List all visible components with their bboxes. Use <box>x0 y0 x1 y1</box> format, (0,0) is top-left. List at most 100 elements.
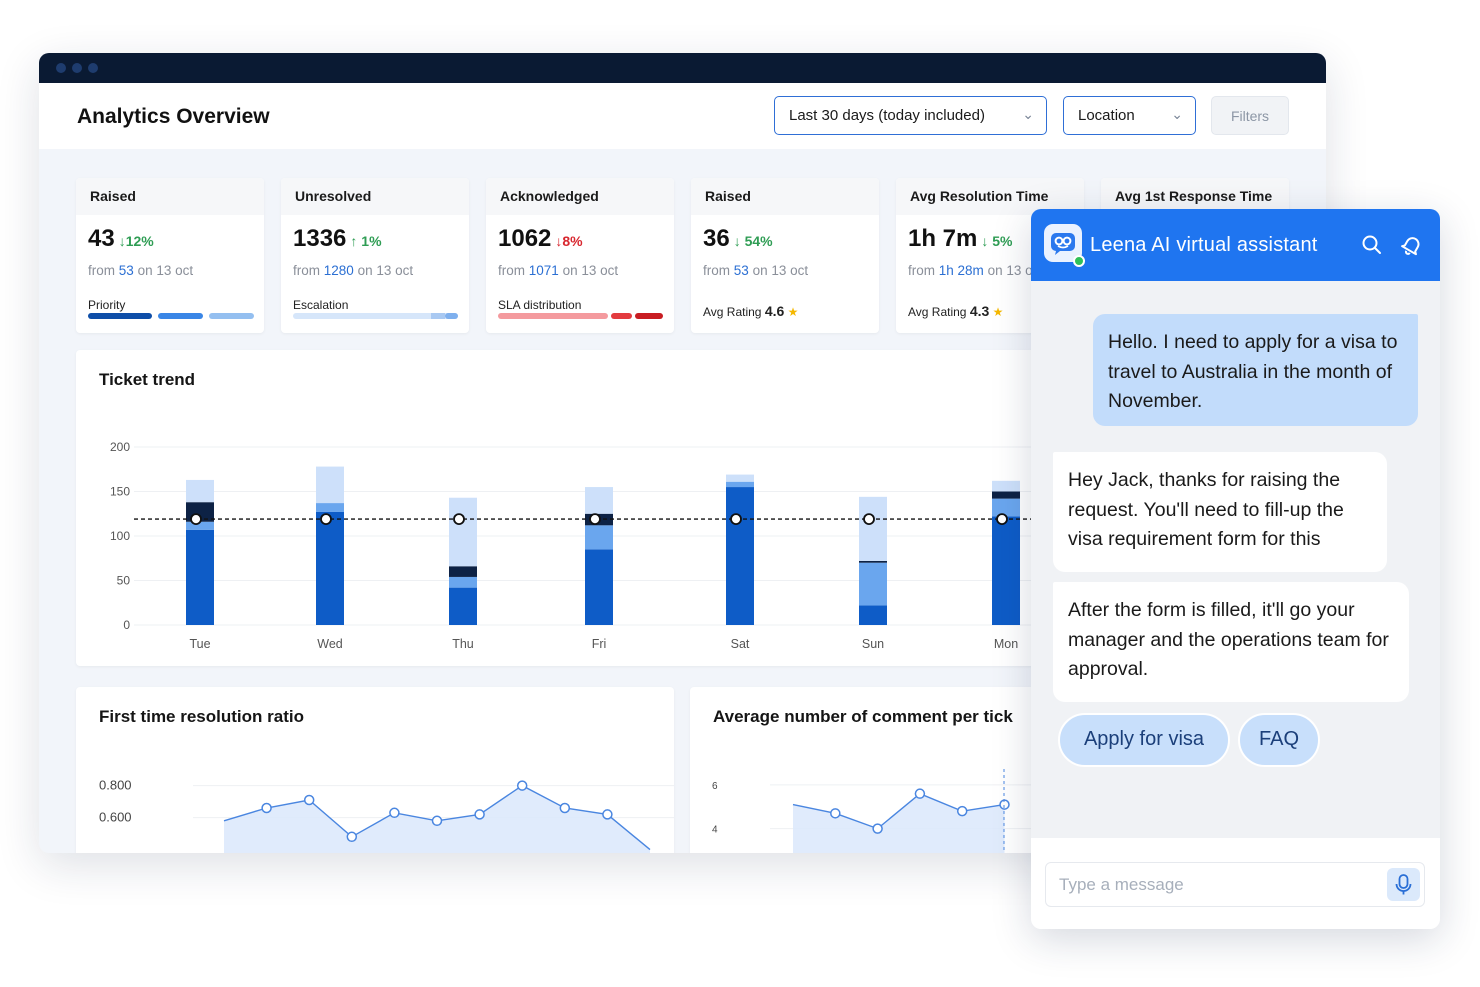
window-dot <box>56 63 66 73</box>
area-fill <box>224 785 650 853</box>
date-range-select[interactable]: Last 30 days (today included) ⌄ <box>774 96 1047 135</box>
location-value: Location <box>1078 107 1135 124</box>
search-icon[interactable] <box>1360 233 1384 257</box>
kpi-rating: Avg Rating 4.3 ★ <box>908 303 1004 319</box>
priority-bar-segment <box>88 313 152 319</box>
x-tick-label: Tue <box>189 637 210 651</box>
escalation-bar <box>293 313 458 319</box>
star-icon: ★ <box>992 305 1004 319</box>
ticket-trend-title: Ticket trend <box>99 370 196 389</box>
data-point <box>431 815 443 827</box>
data-point <box>914 788 926 799</box>
kpi-card-acknowledged[interactable]: Acknowledged 1062 ↓8% from 1071 on 13 oct… <box>486 178 674 333</box>
kpi-value: 1h 7m ↓ 5% <box>908 225 1013 252</box>
kpi-card-raised[interactable]: Raised 43 ↓12% from 53 on 13 oct Priority <box>76 178 264 333</box>
avg-comments-title: Average number of comment per tick <box>713 707 1013 726</box>
kpi-previous: from 1071 on 13 oct <box>498 263 619 278</box>
ticket-trend-chart: 0 50 100 150 200 Tue Wed Thu Fri Sat Sun Mon <box>110 440 1076 651</box>
kpi-card-raised-rating[interactable]: Raised 36 ↓ 54% from 53 on 13 oct Avg Rat… <box>691 178 879 333</box>
kpi-card-title: Raised <box>691 178 879 215</box>
average-marker <box>863 513 875 525</box>
bell-icon[interactable] <box>1400 233 1424 257</box>
y-tick-label: 0 <box>123 618 130 632</box>
x-tick-label: Wed <box>317 637 343 651</box>
bar-segment <box>316 503 344 512</box>
data-point <box>303 794 315 806</box>
kpi-card-title: Unresolved <box>281 178 469 215</box>
mic-icon[interactable] <box>1387 868 1420 901</box>
user-message: Hello. I need to apply for a visa to tra… <box>1093 314 1418 426</box>
bar-segment <box>726 481 754 488</box>
resolution-ratio-title: First time resolution ratio <box>99 707 304 726</box>
area-fill <box>793 793 1005 853</box>
data-point <box>389 807 400 819</box>
kpi-previous: from 1h 28m on 13 oct <box>908 263 1044 278</box>
kpi-card-title: Raised <box>76 178 264 215</box>
quick-reply-faq[interactable]: FAQ <box>1238 713 1320 767</box>
average-marker <box>190 513 202 525</box>
data-point <box>830 808 841 819</box>
chat-widget: Leena AI virtual assistant Hello. I need… <box>1031 209 1440 929</box>
kpi-delta: ↓ 54% <box>733 233 773 249</box>
chat-header: Leena AI virtual assistant <box>1031 209 1440 281</box>
series-line <box>792 792 1005 830</box>
kpi-sub-label: SLA distribution <box>498 298 582 312</box>
kpi-card-title: Avg Resolution Time <box>896 178 1084 215</box>
bar-segment <box>316 466 344 504</box>
kpi-delta: ↑ 1% <box>350 233 382 249</box>
bar-segment <box>186 521 214 530</box>
kpi-card-unresolved[interactable]: Unresolved 1336 ↑ 1% from 1280 on 13 oct … <box>281 178 469 333</box>
bar-segment <box>449 576 477 588</box>
filters-button[interactable]: Filters <box>1211 96 1289 135</box>
y-tick-label: 200 <box>110 440 130 454</box>
kpi-sub-label: Priority <box>88 298 126 312</box>
window-dot <box>88 63 98 73</box>
location-select[interactable]: Location ⌄ <box>1063 96 1196 135</box>
y-tick-label: 100 <box>110 529 130 543</box>
average-marker <box>320 513 332 525</box>
data-point <box>872 823 883 834</box>
data-point <box>474 809 485 820</box>
x-tick-label: Fri <box>592 637 607 651</box>
kpi-sub-label: Escalation <box>293 298 349 312</box>
y-tick-label: 0.600 <box>99 810 132 825</box>
data-point <box>956 805 968 817</box>
bar-segment <box>726 474 754 482</box>
quick-reply-apply-for-visa[interactable]: Apply for visa <box>1058 713 1230 767</box>
kpi-delta: ↓8% <box>555 233 583 249</box>
average-marker <box>730 513 742 525</box>
y-tick-label: 0.800 <box>99 778 132 793</box>
bar-segment <box>992 491 1020 499</box>
y-tick-label: 4 <box>712 825 718 836</box>
kpi-card-title: Avg 1st Response Time <box>1101 178 1289 215</box>
window-titlebar <box>39 53 1326 83</box>
bar-segment <box>992 480 1020 492</box>
kpi-previous: from 53 on 13 oct <box>703 263 809 278</box>
dashboard-window: Analytics Overview Last 30 days (today i… <box>39 53 1326 853</box>
kpi-delta: ↓ 5% <box>981 233 1013 249</box>
bar-segment <box>316 511 344 625</box>
bar-segment <box>992 516 1020 625</box>
chevron-down-icon: ⌄ <box>1171 106 1183 122</box>
message-input[interactable] <box>1045 862 1425 907</box>
sla-bar-segment <box>635 313 663 319</box>
bar-segment <box>585 525 613 550</box>
bar-segment <box>449 587 477 625</box>
data-point <box>261 802 272 814</box>
bar-segment <box>186 479 214 503</box>
window-dot <box>72 63 82 73</box>
x-tick-label: Thu <box>452 637 474 651</box>
average-marker <box>996 513 1008 525</box>
priority-bar-segment <box>158 313 203 319</box>
star-icon: ★ <box>787 305 799 319</box>
ticket-trend-panel: 0 50 100 150 200 Tue Wed Thu Fri Sat Sun Mon Ticket… <box>76 350 1076 666</box>
average-marker <box>453 513 465 525</box>
kpi-value: 36 ↓ 54% <box>703 225 773 252</box>
kpi-delta: ↓12% <box>118 233 154 249</box>
kpi-previous: from 53 on 13 oct <box>88 263 194 278</box>
chevron-down-icon: ⌄ <box>1022 106 1034 122</box>
data-point <box>516 780 528 791</box>
x-tick-label: Sat <box>731 637 750 651</box>
kpi-previous: from 1280 on 13 oct <box>293 263 414 278</box>
data-point <box>559 802 571 814</box>
